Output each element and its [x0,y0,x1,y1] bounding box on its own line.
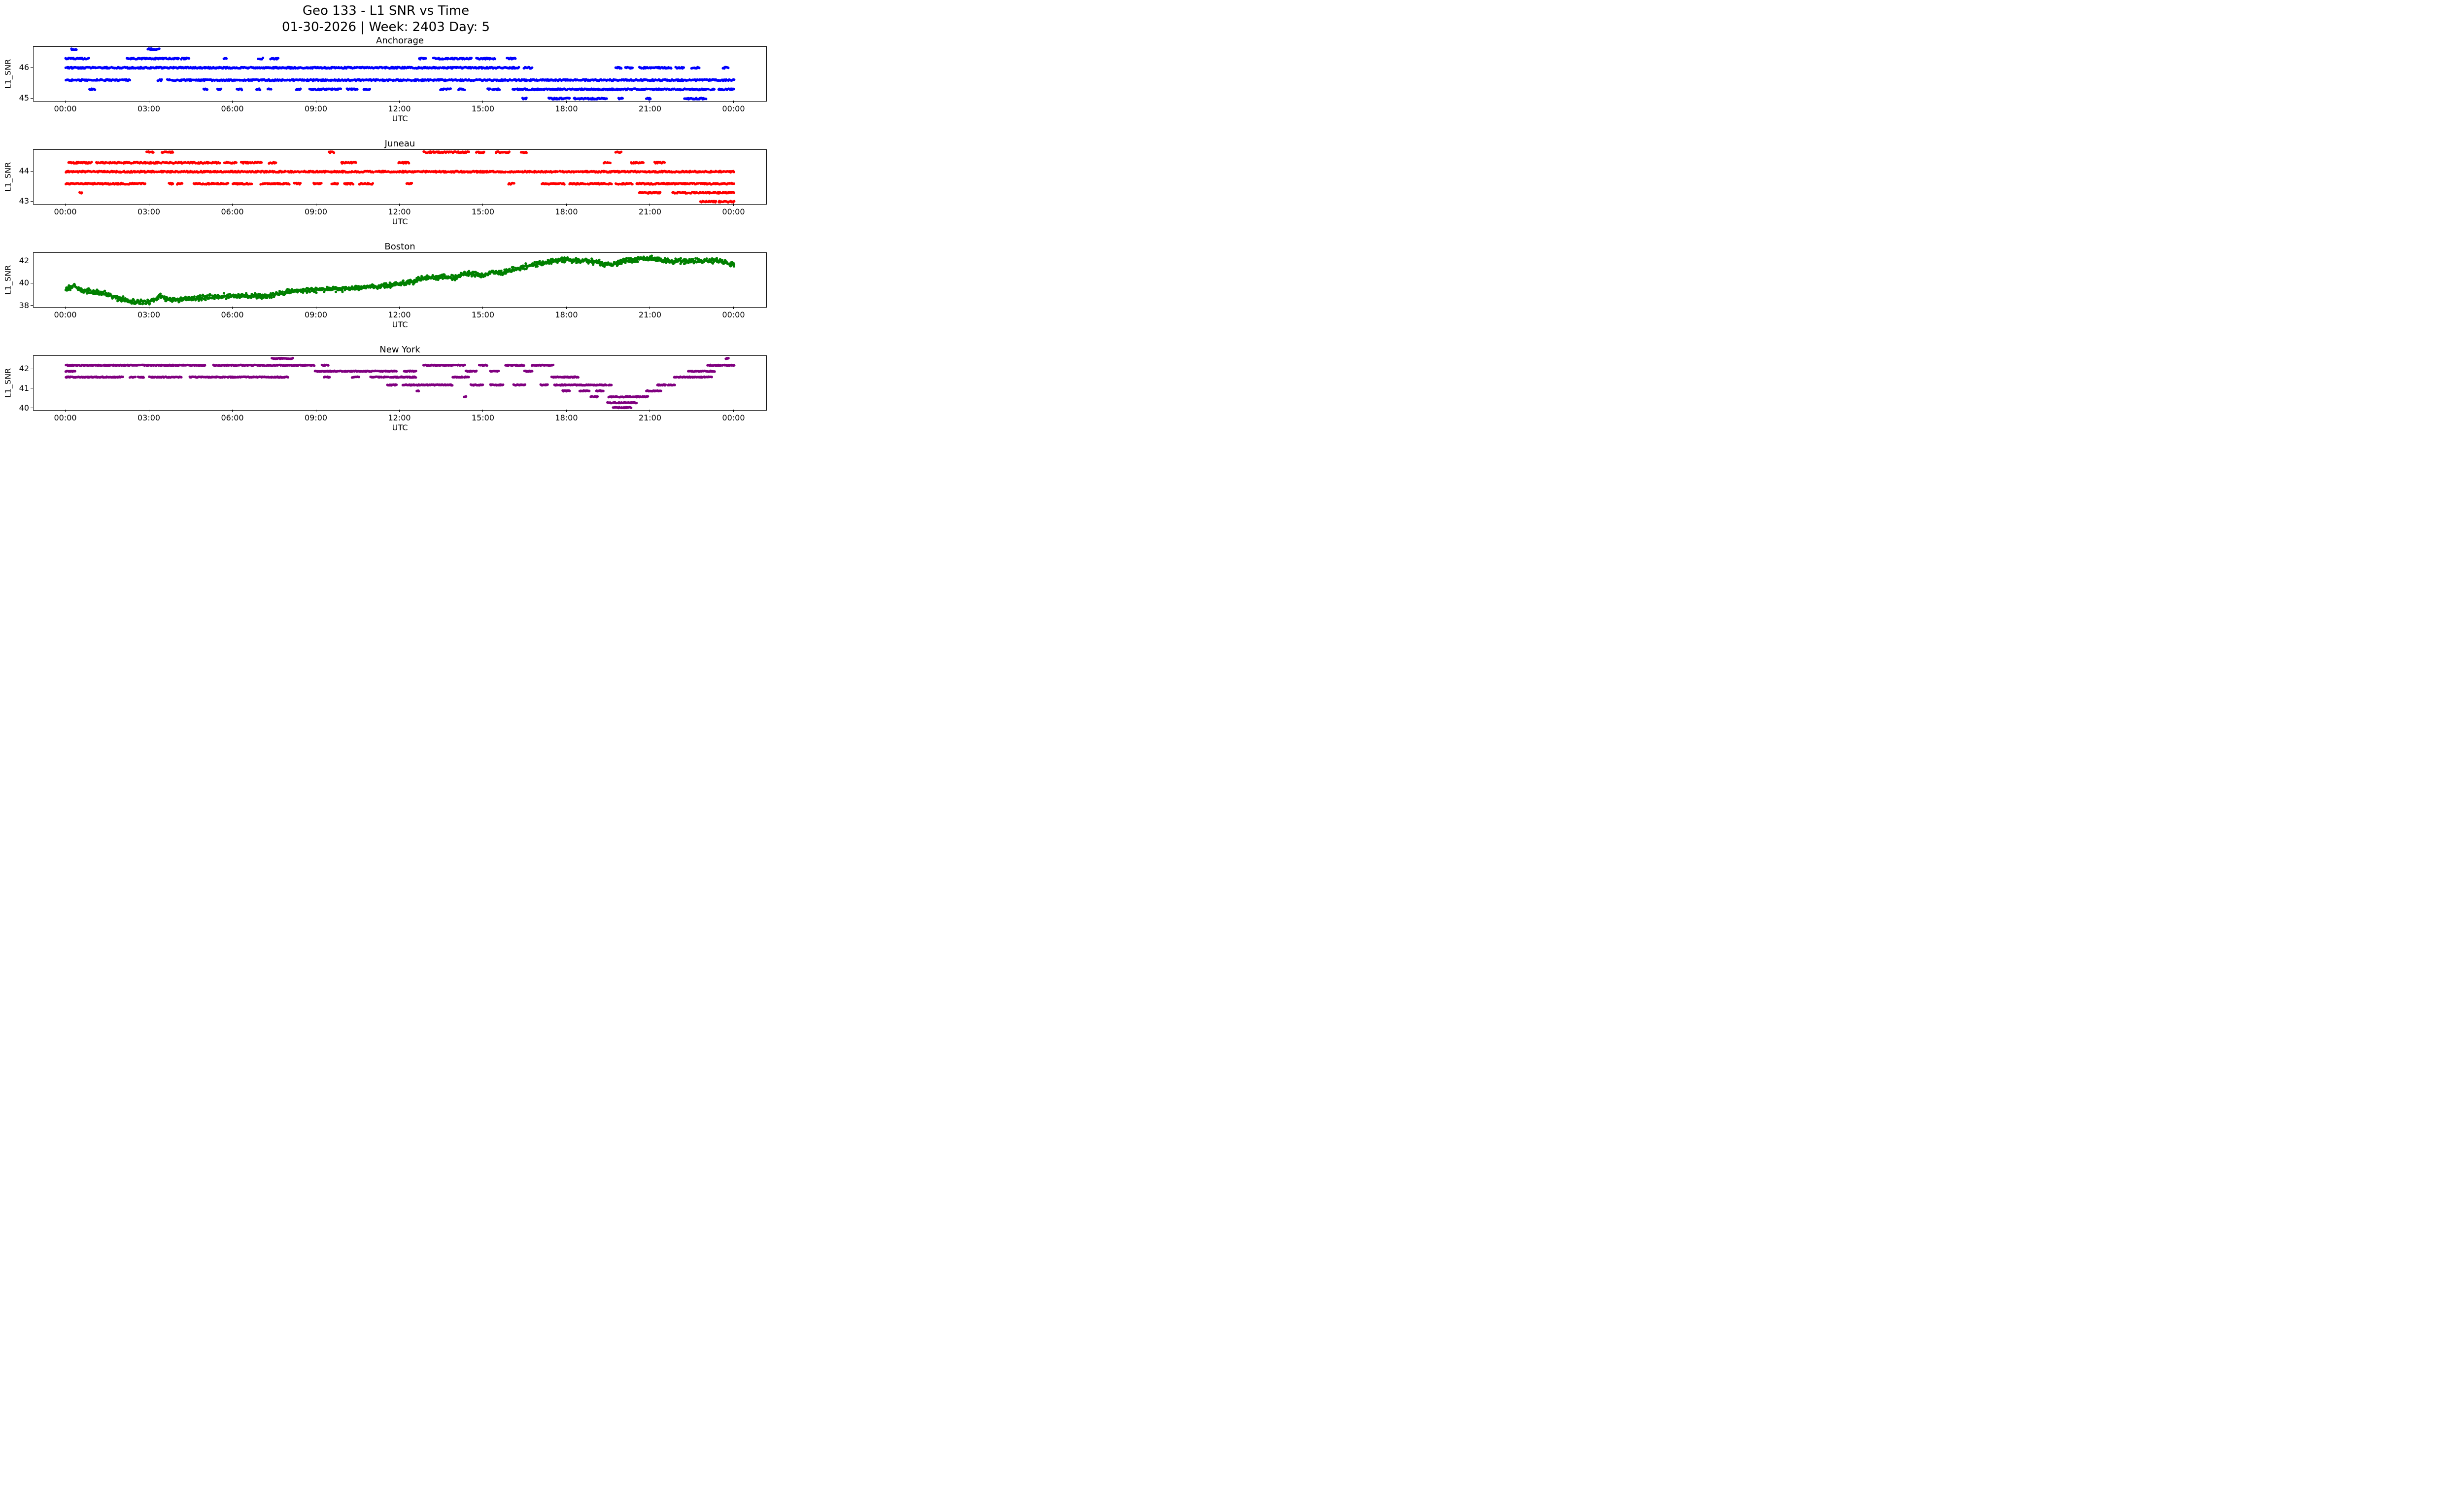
x-tick-label: 00:00 [54,207,77,216]
x-tick-mark [566,101,567,103]
y-tick-label: 40 [19,278,29,288]
y-tick-mark [31,305,33,306]
x-tick-mark [733,410,734,412]
plot-area-boston [33,252,767,308]
x-tick-mark [566,410,567,412]
x-tick-label: 12:00 [388,104,411,113]
x-tick-label: 00:00 [722,413,745,422]
x-tick-label: 00:00 [54,104,77,113]
y-tick-label: 42 [19,256,29,265]
scatter-canvas-new-york [34,356,766,410]
x-tick-label: 00:00 [54,413,77,422]
x-tick-mark [232,307,233,309]
x-tick-mark [65,307,66,309]
x-tick-label: 00:00 [722,104,745,113]
x-tick-mark [232,204,233,206]
x-tick-mark [232,101,233,103]
plot-area-juneau [33,149,767,205]
y-tick-mark [31,171,33,172]
x-tick-mark [65,204,66,206]
x-tick-label: 09:00 [304,413,328,422]
y-tick-label: 43 [19,196,29,206]
x-tick-mark [399,410,400,412]
subplot-title-boston: Boston [384,242,415,252]
x-tick-mark [482,204,483,206]
x-tick-label: 12:00 [388,310,411,319]
x-tick-label: 09:00 [304,104,328,113]
x-tick-label: 09:00 [304,207,328,216]
x-tick-label: 06:00 [221,207,244,216]
x-tick-label: 21:00 [638,104,662,113]
y-tick-label: 46 [19,62,29,72]
plot-area-new-york [33,355,767,411]
x-tick-mark [482,101,483,103]
x-axis-label: UTC [392,423,408,432]
figure-title-line2: 01-30-2026 | Week: 2403 Day: 5 [281,19,490,35]
x-tick-label: 12:00 [388,413,411,422]
x-tick-label: 15:00 [471,413,495,422]
scatter-canvas-anchorage [34,47,766,101]
subplot-new-york: New York L1_SNR UTC 00:00 03:00 06:00 09:00… [0,345,772,447]
x-tick-label: 18:00 [555,104,578,113]
x-tick-label: 15:00 [471,207,495,216]
subplot-juneau: Juneau L1_SNR UTC 00:00 03:00 06:00 09:00 12… [0,139,772,241]
x-tick-mark [399,101,400,103]
x-tick-label: 18:00 [555,207,578,216]
x-tick-mark [482,307,483,309]
plot-area-anchorage [33,46,767,102]
x-axis-label: UTC [392,217,408,226]
x-tick-label: 21:00 [638,207,662,216]
x-tick-label: 03:00 [137,104,161,113]
scatter-canvas-juneau [34,150,766,204]
x-tick-label: 21:00 [638,310,662,319]
x-axis-label: UTC [392,320,408,329]
figure-title-line1: Geo 133 - L1 SNR vs Time [302,3,470,18]
y-tick-label: 44 [19,166,29,176]
y-tick-mark [31,67,33,68]
x-tick-mark [232,410,233,412]
x-tick-mark [566,204,567,206]
x-tick-mark [733,307,734,309]
x-tick-label: 15:00 [471,104,495,113]
x-tick-mark [733,101,734,103]
x-tick-mark [65,410,66,412]
subplot-anchorage: Anchorage L1_SNR UTC 00:00 03:00 06:00 09:0… [0,35,772,138]
x-axis-label: UTC [392,114,408,123]
x-tick-label: 15:00 [471,310,495,319]
x-tick-label: 03:00 [137,207,161,216]
x-tick-label: 00:00 [54,310,77,319]
x-tick-label: 18:00 [555,310,578,319]
x-tick-label: 12:00 [388,207,411,216]
y-tick-label: 38 [19,300,29,310]
x-tick-mark [399,204,400,206]
x-tick-mark [65,101,66,103]
x-tick-label: 03:00 [137,413,161,422]
y-tick-label: 42 [19,364,29,374]
subplot-title-juneau: Juneau [384,139,415,149]
x-tick-label: 06:00 [221,413,244,422]
x-tick-label: 00:00 [722,310,745,319]
subplot-boston: Boston L1_SNR UTC 00:00 03:00 06:00 09:00 12… [0,242,772,344]
x-tick-mark [733,204,734,206]
y-tick-label: 40 [19,403,29,413]
y-tick-label: 45 [19,93,29,103]
x-tick-mark [482,410,483,412]
x-tick-label: 03:00 [137,310,161,319]
x-tick-label: 00:00 [722,207,745,216]
figure-title: Geo 133 - L1 SNR vs Time 01-30-2026 | We… [0,3,772,35]
x-tick-label: 18:00 [555,413,578,422]
x-tick-label: 06:00 [221,310,244,319]
y-tick-label: 41 [19,383,29,393]
x-tick-mark [399,307,400,309]
subplot-title-new-york: New York [379,345,420,355]
scatter-canvas-boston [34,253,766,307]
subplot-title-anchorage: Anchorage [376,35,424,46]
x-tick-label: 09:00 [304,310,328,319]
y-tick-mark [31,98,33,99]
x-tick-label: 06:00 [221,104,244,113]
y-tick-mark [31,201,33,202]
x-tick-label: 21:00 [638,413,662,422]
x-tick-mark [566,307,567,309]
